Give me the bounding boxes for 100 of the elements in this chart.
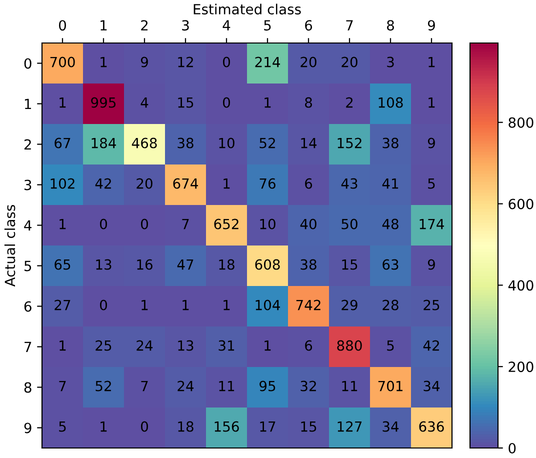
data-label: 16	[137, 259, 152, 270]
data-label: 0	[140, 218, 148, 230]
data-label: 0	[222, 56, 230, 68]
data-label: 1	[60, 340, 66, 351]
data-label: 11	[219, 380, 234, 392]
y-tick-label: 7	[24, 342, 32, 352]
data-label: 29	[342, 300, 358, 310]
data-label: 1	[60, 97, 66, 108]
data-label: 48	[382, 218, 398, 230]
data-label: 34	[382, 421, 399, 432]
data-label: 20	[342, 56, 358, 68]
data-label: 15	[178, 97, 194, 108]
data-label: 1	[264, 340, 271, 351]
x-tick-label: 6	[305, 20, 312, 31]
data-label: 13	[178, 340, 194, 351]
y-tick-label: 0	[24, 58, 32, 69]
data-label: 42	[423, 340, 439, 351]
data-label: 32	[300, 380, 316, 392]
data-label: 65	[54, 259, 70, 270]
data-label: 102	[50, 178, 74, 189]
data-label: 1	[100, 56, 107, 68]
data-label: 10	[219, 138, 234, 148]
data-label: 25	[424, 300, 440, 310]
data-label: 0	[100, 218, 107, 230]
data-label: 1	[224, 178, 230, 189]
data-label: 67	[54, 138, 70, 148]
data-label: 76	[260, 178, 276, 189]
data-label: 104	[256, 300, 280, 310]
data-label: 5	[428, 178, 435, 189]
y-tick-label: 4	[24, 220, 32, 231]
data-label: 9	[140, 56, 148, 68]
y-tick-label: 9	[24, 422, 32, 434]
data-label: 214	[255, 56, 280, 68]
data-label: 41	[382, 178, 398, 189]
data-label: 6	[305, 178, 312, 189]
data-label: 0	[100, 300, 107, 310]
data-label: 108	[378, 97, 403, 108]
y-tick-label: 5	[24, 260, 32, 272]
data-label: 63	[382, 259, 398, 270]
data-label: 1	[428, 56, 435, 68]
data-label: 17	[260, 421, 276, 432]
data-label: 10	[260, 218, 276, 230]
color-bar-label: 400	[508, 280, 534, 291]
data-label: 24	[136, 340, 153, 351]
data-label: 1	[60, 218, 66, 230]
data-label: 34	[424, 380, 440, 392]
data-label: 5	[59, 421, 66, 432]
data-label: 18	[178, 421, 194, 432]
data-label: 156	[214, 421, 239, 432]
data-label: 127	[338, 421, 362, 432]
data-label: 13	[96, 259, 112, 270]
color-bar-label: 0	[508, 442, 516, 454]
data-label: 636	[419, 421, 444, 432]
data-label: 3	[387, 56, 394, 68]
data-label: 12	[178, 56, 193, 68]
data-label: 742	[296, 300, 320, 310]
data-label: 701	[378, 380, 402, 392]
x-tick-label: 2	[141, 20, 148, 30]
color-bar-label: 200	[508, 362, 534, 372]
data-label: 52	[260, 138, 275, 148]
data-label: 18	[219, 259, 234, 270]
y-tick-label: 8	[24, 382, 32, 393]
data-label: 50	[342, 218, 358, 230]
data-label: 14	[301, 138, 317, 148]
data-label: 24	[178, 380, 194, 392]
data-label: 1	[182, 300, 189, 310]
data-label: 38	[300, 259, 316, 270]
data-label: 15	[342, 259, 358, 270]
data-label: 20	[136, 178, 152, 189]
data-label: 40	[300, 218, 316, 230]
x-tick-label: 1	[100, 20, 107, 30]
data-label: 20	[300, 56, 316, 68]
data-label: 880	[337, 340, 362, 351]
data-label: 38	[382, 138, 398, 148]
data-label: 700	[50, 56, 75, 68]
data-label: 95	[260, 380, 276, 392]
y-axis-title: Actual class	[4, 204, 16, 287]
data-label: 1	[142, 300, 148, 310]
data-label: 2	[346, 97, 353, 108]
data-label: 9	[428, 259, 435, 270]
data-label: 1	[224, 300, 230, 310]
data-label: 4	[140, 97, 148, 108]
data-label: 15	[301, 421, 316, 432]
x-tick-label: 3	[182, 20, 189, 31]
x-tick-label: 8	[387, 20, 394, 31]
data-label: 174	[420, 218, 444, 230]
y-tick-label: 6	[24, 301, 32, 312]
y-tick-label: 2	[24, 139, 31, 150]
data-label: 1	[428, 97, 435, 108]
data-label: 652	[214, 218, 238, 230]
data-label: 28	[382, 300, 398, 310]
data-label: 47	[177, 259, 194, 270]
y-tick-label: 1	[24, 98, 31, 110]
data-label: 608	[255, 259, 280, 270]
data-label: 7	[59, 380, 66, 392]
data-label: 1	[100, 421, 107, 432]
data-label: 31	[218, 340, 234, 351]
x-tick-label: 5	[264, 20, 271, 31]
x-tick-label: 7	[346, 20, 353, 30]
data-label: 7	[141, 380, 148, 392]
